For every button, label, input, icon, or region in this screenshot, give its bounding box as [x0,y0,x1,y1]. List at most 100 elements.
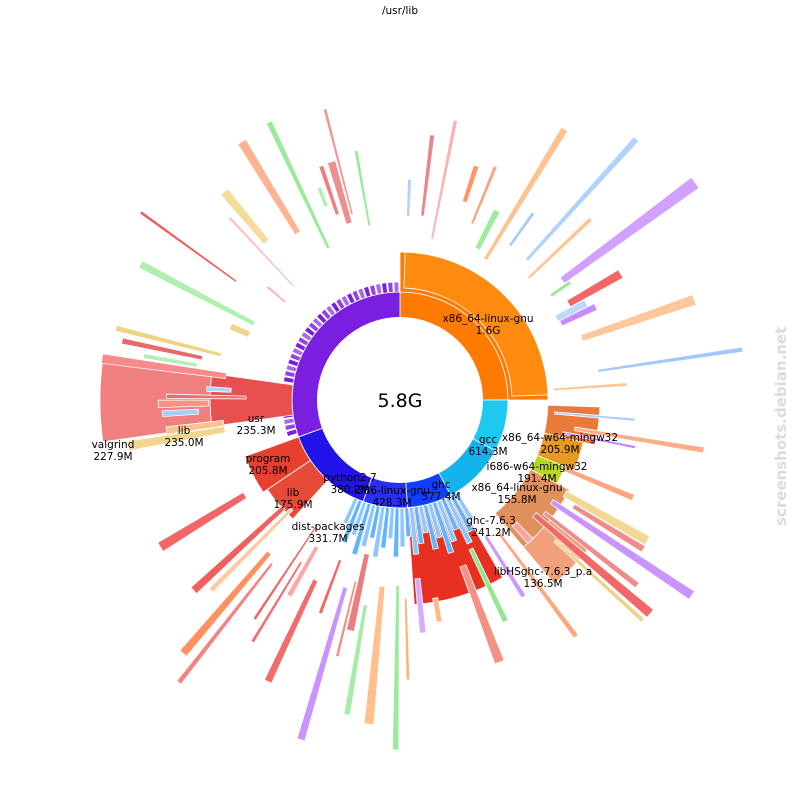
outer-ray[interactable] [420,134,436,217]
ring1-sliver[interactable] [345,292,356,305]
ring1-sliver[interactable] [284,423,297,432]
outer-ray[interactable] [461,164,480,204]
ring2-sliver[interactable] [392,507,400,558]
outer-ray[interactable] [318,164,340,216]
outer-ray[interactable] [237,138,302,236]
ring2-sliver[interactable] [413,506,425,545]
outer-ray[interactable] [483,126,569,262]
outer-ray[interactable] [430,119,459,240]
outer-ray[interactable] [120,337,204,361]
outer-ray[interactable] [190,505,286,595]
ring1-sliver[interactable] [297,336,310,347]
ring2-sliver[interactable] [350,500,368,537]
outer-ray[interactable] [363,585,386,726]
ring1-sliver[interactable] [291,346,304,357]
outer-ray[interactable] [345,552,370,632]
outer-ray[interactable] [573,426,705,454]
outer-ray[interactable] [326,160,353,225]
ring1-sliver[interactable] [283,417,295,426]
outer-ray[interactable] [286,545,320,598]
ring1-sliver[interactable] [294,341,307,352]
outer-ray[interactable] [559,176,700,285]
outer-ray[interactable] [265,120,331,250]
ring2-sliver[interactable] [369,504,381,540]
ring2-sliver[interactable] [404,507,412,538]
outer-ray[interactable] [459,564,505,665]
ring2-sliver[interactable] [422,504,439,550]
ring1-sliver[interactable] [363,285,372,298]
outer-ray[interactable] [317,558,343,615]
ring2-sliver[interactable] [445,495,473,545]
outer-ray[interactable] [562,431,637,450]
ring1-sliver[interactable] [368,284,377,297]
outer-ray[interactable] [208,507,294,593]
outer-ray[interactable] [468,547,509,624]
outer-ray[interactable] [507,211,536,248]
outer-ray[interactable] [343,603,368,716]
outer-ray[interactable] [554,298,589,323]
outer-ray[interactable] [322,108,354,216]
ring1-sliver[interactable] [282,376,295,384]
root-path-label[interactable]: /usr/lib [382,5,418,17]
ring1-sliver[interactable] [325,304,337,317]
ring2-sliver[interactable] [380,506,391,549]
outer-ray[interactable] [559,303,598,327]
outer-ray[interactable] [483,534,527,599]
outer-ray[interactable] [179,550,272,657]
ring1-sliver[interactable] [387,281,394,294]
ring2-sliver[interactable] [440,497,460,531]
ring2-sliver[interactable] [453,491,475,521]
outer-ray[interactable] [250,560,303,644]
ring2-sliver[interactable] [371,505,386,558]
ring2-sliver[interactable] [449,493,474,533]
outer-ray[interactable] [562,490,651,546]
ring2-sliver[interactable] [408,506,420,555]
outer-ray[interactable] [526,216,593,280]
outer-ray[interactable] [165,393,247,400]
ring1-sliver[interactable] [330,301,341,314]
outer-ray[interactable] [100,353,227,380]
ring2-sliver[interactable] [436,499,458,543]
outer-ray[interactable] [496,530,579,639]
ring2-sliver[interactable] [427,502,443,539]
outer-ray[interactable] [554,411,636,422]
outer-ray[interactable] [252,524,319,621]
outer-ray[interactable] [549,498,696,601]
outer-ray[interactable] [139,210,238,283]
outer-ray[interactable] [392,584,400,751]
ring2-sliver[interactable] [351,502,372,556]
outer-ray[interactable] [114,324,223,358]
outer-ray[interactable] [511,521,534,545]
ring1-sliver[interactable] [393,281,400,293]
outer-ray[interactable] [157,491,248,553]
ring2-sliver[interactable] [399,507,406,548]
outer-ray[interactable] [142,353,198,368]
outer-ray[interactable] [561,465,636,502]
ring1-sliver[interactable] [351,289,361,302]
ring2-sliver[interactable] [360,503,377,548]
outer-ray[interactable] [403,597,411,681]
outer-ray[interactable] [470,165,498,225]
ring2-segment-6[interactable] [244,436,312,493]
outer-ray[interactable] [263,578,319,684]
outer-ray[interactable] [549,280,572,298]
ring1-sliver[interactable] [289,352,302,362]
ring1-sliver[interactable] [285,364,298,373]
outer-ray[interactable] [571,503,646,553]
ring2-sliver[interactable] [418,505,429,534]
outer-ray[interactable] [353,149,372,227]
ring1-sliver[interactable] [381,282,389,294]
ring1-sliver[interactable] [374,283,383,295]
ring1-sliver[interactable] [340,294,351,308]
outer-ray[interactable] [580,294,697,342]
outer-ray[interactable] [138,260,256,327]
ring2-sliver[interactable] [431,501,455,555]
outer-ray[interactable] [414,577,427,634]
outer-ray[interactable] [176,562,274,685]
outer-ray[interactable] [219,188,270,245]
ring1-sliver[interactable] [357,287,367,300]
outer-ray[interactable] [405,178,412,218]
ring2-sliver[interactable] [342,497,359,525]
ring1-sliver[interactable] [320,308,332,321]
outer-ray[interactable] [316,186,329,208]
